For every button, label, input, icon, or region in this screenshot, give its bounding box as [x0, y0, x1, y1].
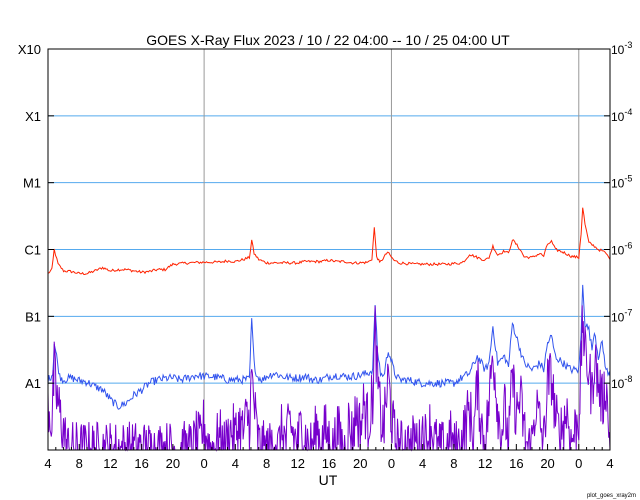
series-line-long — [47, 207, 611, 276]
x-tick-label: 8 — [263, 456, 270, 471]
x-tick-label: 8 — [450, 456, 457, 471]
x-tick-label: 0 — [200, 456, 207, 471]
day-boundary-layer — [203, 49, 580, 450]
x-tick-label: 4 — [419, 456, 426, 471]
x-tick-label: 16 — [134, 456, 148, 471]
x-tick-layer: 4 8 12 16 20 0 4 8 12 16 20 0 4 8 12 16 20 0 4 — [44, 444, 614, 471]
y-tick-label-left: X1 — [25, 109, 41, 124]
y-tick-label-left: B1 — [25, 309, 41, 324]
x-axis-label: UT — [319, 472, 338, 488]
x-tick-label: 20 — [166, 456, 180, 471]
x-tick-label: 0 — [388, 456, 395, 471]
x-tick-label: 4 — [44, 456, 51, 471]
y-tick-label-left: A1 — [25, 376, 41, 391]
x-tick-label: 20 — [540, 456, 554, 471]
series-layer — [47, 207, 611, 452]
x-tick-label: 4 — [232, 456, 239, 471]
y-tick-label-left: M1 — [23, 176, 41, 191]
series-line-short_alt — [47, 305, 611, 452]
x-tick-label: 20 — [353, 456, 367, 471]
x-tick-label: 12 — [103, 456, 117, 471]
x-tick-label: 16 — [322, 456, 336, 471]
x-tick-label: 16 — [509, 456, 523, 471]
x-tick-label: 0 — [575, 456, 582, 471]
x-tick-label: 12 — [478, 456, 492, 471]
x-tick-label: 12 — [291, 456, 305, 471]
series-line-short — [47, 284, 611, 410]
y-tick-left-layer: X10 X1 M1 C1 B1 A1 — [18, 42, 54, 391]
footnote-label: plot_goes_xray2m — [587, 493, 636, 499]
y-tick-label-left: C1 — [24, 243, 41, 258]
chart-title: GOES X-Ray Flux 2023 / 10 / 22 04:00 -- … — [146, 32, 510, 48]
grid-layer — [48, 115, 610, 384]
x-tick-label: 4 — [606, 456, 613, 471]
x-tick-label: 8 — [76, 456, 83, 471]
y-tick-right-layer: 10-310-410-510-610-710-8 — [604, 40, 632, 391]
y-tick-label-left: X10 — [18, 42, 41, 57]
